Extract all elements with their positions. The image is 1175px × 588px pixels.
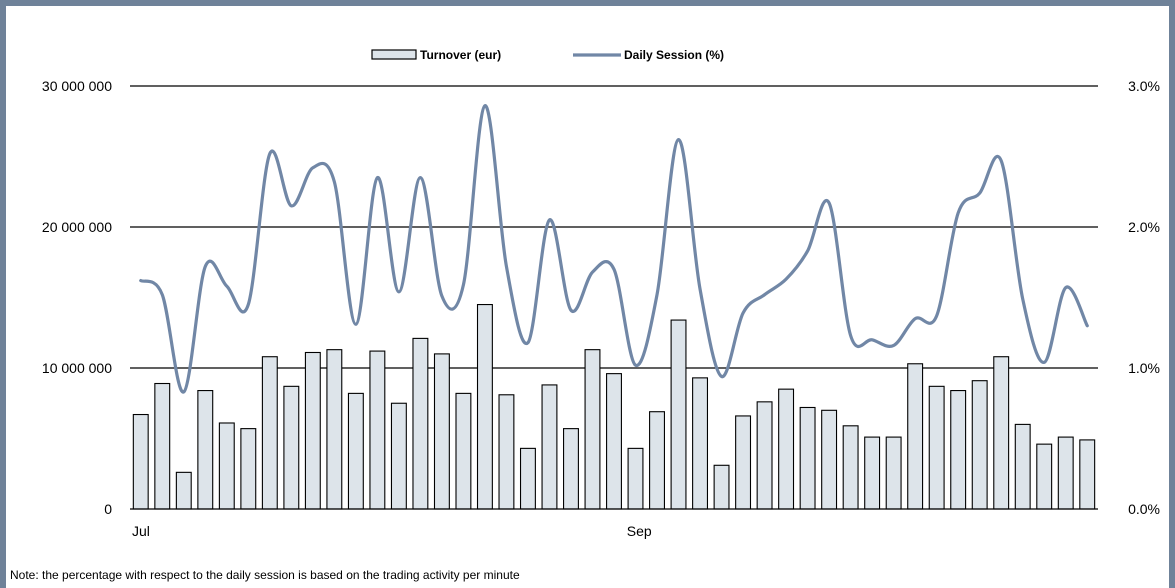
turnover-bar	[1079, 439, 1096, 510]
y-left-tick-label: 20 000 000	[42, 219, 112, 235]
turnover-bar	[864, 436, 881, 510]
turnover-bar	[519, 447, 536, 510]
turnover-bar	[175, 471, 192, 510]
turnover-bar	[455, 392, 472, 510]
turnover-bar	[928, 385, 945, 510]
turnover-bars	[132, 303, 1096, 510]
axes: 0 10 000 000 20 000 000 30 000 000 0.0% 1.0% 2…	[42, 78, 1160, 539]
turnover-bar	[1057, 436, 1074, 510]
turnover-bar	[283, 385, 300, 510]
turnover-bar	[1036, 443, 1053, 510]
turnover-bar	[971, 380, 988, 510]
turnover-bar	[735, 415, 752, 510]
turnover-bar	[240, 428, 257, 510]
turnover-bar	[627, 447, 644, 510]
turnover-bar	[218, 422, 235, 510]
y-left-tick-label: 30 000 000	[42, 78, 112, 94]
y-left-tick-label: 10 000 000	[42, 360, 112, 376]
turnover-bar	[756, 401, 773, 510]
turnover-bar	[821, 409, 838, 510]
turnover-bar	[778, 388, 795, 510]
turnover-bar	[476, 303, 493, 510]
x-tick-label: Jul	[132, 523, 150, 539]
turnover-bar	[842, 425, 859, 510]
daily-session-line	[139, 104, 1089, 394]
turnover-bar	[498, 394, 515, 510]
y-right-tick-label: 1.0%	[1128, 360, 1160, 376]
legend-bar-label: Turnover (eur)	[420, 48, 501, 62]
turnover-bar	[390, 402, 407, 510]
turnover-bar	[649, 411, 665, 510]
turnover-bar	[412, 337, 429, 510]
turnover-bar	[606, 373, 622, 510]
turnover-bar	[154, 382, 171, 510]
turnover-bar	[261, 356, 278, 510]
turnover-bar	[541, 384, 558, 510]
y-right-tick-label: 3.0%	[1128, 78, 1160, 94]
legend-bar-swatch	[371, 49, 417, 60]
y-right-tick-label: 2.0%	[1128, 219, 1160, 235]
turnover-bar	[197, 390, 214, 510]
turnover-bar	[326, 349, 343, 510]
turnover-bar	[584, 349, 601, 510]
legend-line-label: Daily Session (%)	[624, 48, 724, 62]
turnover-bar	[713, 464, 730, 510]
turnover-bar	[670, 319, 687, 510]
turnover-bar	[132, 413, 149, 510]
turnover-bar	[950, 390, 967, 510]
turnover-bar	[907, 363, 924, 510]
y-left-tick-label: 0	[104, 501, 112, 517]
y-right-tick-label: 0.0%	[1128, 501, 1160, 517]
turnover-bar	[433, 353, 450, 510]
x-tick-label: Sep	[627, 523, 652, 539]
legend: Turnover (eur) Daily Session (%)	[371, 48, 724, 62]
daily-session-series-line	[139, 104, 1089, 394]
turnover-bar	[799, 406, 816, 510]
turnover-bar	[369, 350, 386, 510]
turnover-bar	[304, 351, 321, 510]
grid-lines	[130, 85, 1098, 369]
turnover-bar	[1014, 423, 1031, 510]
turnover-bar	[885, 436, 902, 510]
chart-note: Note: the percentage with respect to the…	[10, 568, 520, 582]
turnover-bar	[692, 377, 709, 510]
turnover-bar	[347, 392, 364, 510]
turnover-bar	[563, 428, 579, 510]
turnover-bar	[993, 356, 1010, 510]
